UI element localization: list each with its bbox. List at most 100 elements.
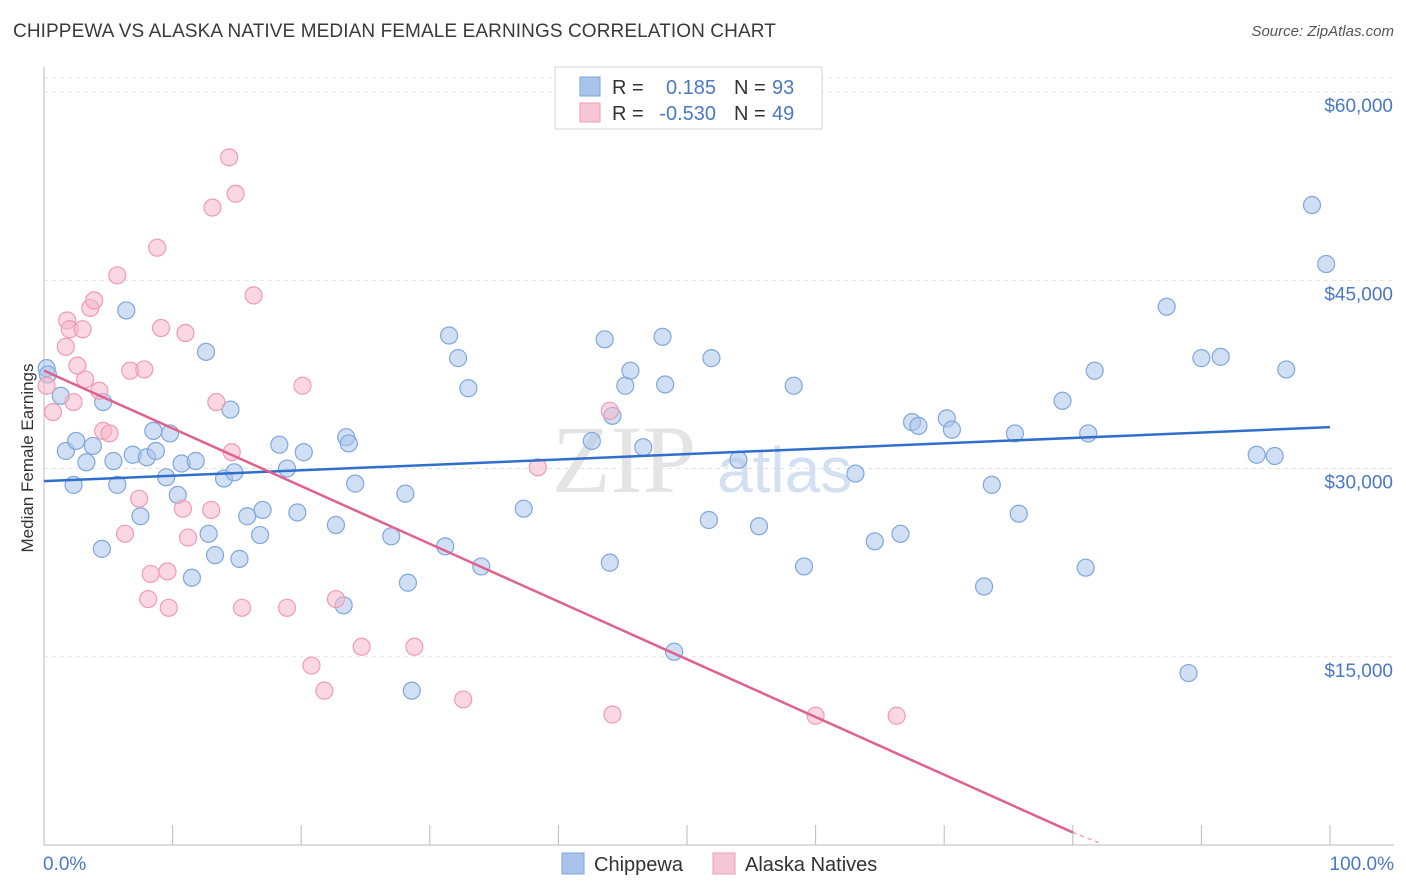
alaska-natives-point-31	[220, 148, 239, 167]
chippewa-point-45	[398, 573, 418, 592]
chippewa-point-90	[1277, 360, 1296, 379]
alaska-natives-point-35	[244, 286, 263, 305]
chippewa-point-52	[514, 499, 533, 518]
stats-legend: R = 0.185 N = 93 R = -0.530 N = 49	[554, 66, 823, 130]
chippewa-point-76	[974, 577, 994, 596]
chippewa-point-75	[942, 420, 962, 439]
y-tick-labels: $15,000 $30,000 $45,000 $60,000	[1324, 96, 1393, 682]
alaska-natives-point-0	[37, 376, 56, 395]
alaska-natives-point-39	[315, 681, 334, 700]
chippewa-point-37	[294, 443, 313, 462]
chippewa-point-83	[1085, 361, 1104, 380]
y-tick-label-0: $15,000	[1324, 661, 1393, 682]
legend-swatch-chippewa	[579, 76, 601, 97]
watermark: ZIP atlas	[552, 406, 852, 513]
chippewa-point-6	[77, 453, 96, 472]
alaska-natives-trend-extension	[1072, 831, 1099, 844]
chippewa-point-60	[653, 327, 672, 346]
alaska-natives-point-22	[151, 318, 171, 338]
x-tick-label-start: 0.0%	[43, 854, 86, 875]
series-legend: Chippewa Alaska Natives	[561, 852, 877, 876]
chippewa-point-64	[702, 349, 721, 368]
chippewa-point-54	[595, 330, 614, 349]
chippewa-point-67	[784, 376, 803, 395]
chippewa-point-69	[846, 464, 865, 483]
chart-source: Source: ZipAtlas.com	[1251, 23, 1394, 40]
alaska-natives-point-14	[108, 266, 127, 285]
alaska-natives-point-21	[148, 238, 167, 257]
alaska-natives-point-41	[352, 637, 371, 656]
alaska-natives-point-27	[178, 528, 198, 547]
alaska-natives-point-24	[159, 598, 178, 617]
chippewa-point-10	[104, 451, 123, 471]
chippewa-point-87	[1211, 347, 1230, 366]
alaska-natives-point-42	[405, 637, 424, 656]
alaska-natives-trend-line	[43, 369, 1074, 834]
axes	[43, 67, 1394, 846]
alaska-natives-point-45	[600, 401, 619, 420]
chippewa-point-32	[250, 525, 270, 545]
chippewa-point-59	[634, 438, 653, 457]
alaska-natives-point-28	[202, 500, 221, 520]
alaska-natives-point-44	[528, 458, 547, 477]
alaska-natives-point-13	[100, 424, 119, 443]
alaska-natives-point-10	[85, 291, 104, 310]
chippewa-point-31	[238, 507, 257, 526]
legend-r-value-alaska-natives: -0.530	[659, 103, 716, 125]
series-chippewa-points	[37, 195, 1336, 700]
chippewa-point-22	[182, 568, 201, 587]
chippewa-point-92	[1317, 254, 1336, 274]
legend-n-value-alaska-natives: 49	[772, 103, 794, 125]
x-tick-label-end: 100.0%	[1330, 854, 1395, 875]
chippewa-point-42	[346, 474, 365, 493]
series-alaska-natives-points	[37, 148, 906, 725]
bottom-legend-swatch-chippewa	[561, 852, 585, 875]
chippewa-point-44	[396, 484, 415, 503]
alaska-natives-point-34	[232, 598, 252, 617]
chippewa-point-41	[339, 434, 358, 453]
trend-lines	[43, 369, 1331, 844]
chippewa-point-36	[288, 503, 307, 522]
chippewa-point-35	[277, 459, 297, 478]
alaska-natives-point-23	[158, 562, 177, 581]
chart-title: CHIPPEWA VS ALASKA NATIVE MEDIAN FEMALE …	[13, 21, 776, 42]
x-tick-labels: 0.0% 100.0%	[43, 854, 1394, 875]
alaska-natives-point-40	[326, 589, 346, 609]
watermark-atlas: atlas	[717, 434, 852, 506]
chippewa-point-80	[1053, 391, 1072, 410]
chippewa-point-78	[1005, 424, 1025, 443]
chippewa-point-73	[909, 416, 928, 435]
alaska-natives-point-48	[887, 706, 906, 725]
chippewa-point-34	[270, 435, 289, 454]
chippewa-point-5	[67, 431, 86, 451]
alaska-natives-point-26	[176, 323, 195, 343]
legend-r-value-chippewa: 0.185	[666, 77, 716, 99]
legend-r-label-alaska-natives: R =	[612, 103, 644, 125]
alaska-natives-point-37	[293, 376, 312, 395]
chippewa-point-81	[1076, 558, 1095, 577]
y-tick-label-1: $30,000	[1324, 473, 1393, 494]
alaska-natives-point-2	[56, 337, 75, 356]
chippewa-point-17	[146, 441, 165, 461]
chippewa-point-86	[1192, 349, 1211, 368]
alaska-natives-point-7	[73, 320, 92, 339]
alaska-natives-point-46	[603, 705, 622, 724]
chippewa-point-79	[1009, 504, 1028, 523]
chippewa-point-12	[117, 301, 136, 320]
legend-swatch-alaska-natives	[579, 102, 601, 123]
chippewa-point-26	[205, 546, 225, 565]
chippewa-point-91	[1302, 195, 1322, 215]
chippewa-point-77	[982, 475, 1001, 494]
chippewa-point-53	[582, 431, 601, 451]
alaska-natives-point-43	[454, 690, 473, 709]
chippewa-point-28	[221, 400, 240, 419]
alaska-natives-point-1	[43, 402, 63, 422]
legend-n-value-chippewa: 93	[772, 77, 794, 99]
alaska-natives-point-20	[141, 564, 160, 584]
alaska-natives-point-6	[68, 356, 87, 375]
alaska-natives-point-17	[130, 489, 149, 508]
chippewa-point-48	[439, 326, 459, 345]
chippewa-point-24	[196, 342, 216, 361]
alaska-natives-point-18	[135, 360, 154, 379]
legend-r-label-chippewa: R =	[612, 77, 644, 99]
